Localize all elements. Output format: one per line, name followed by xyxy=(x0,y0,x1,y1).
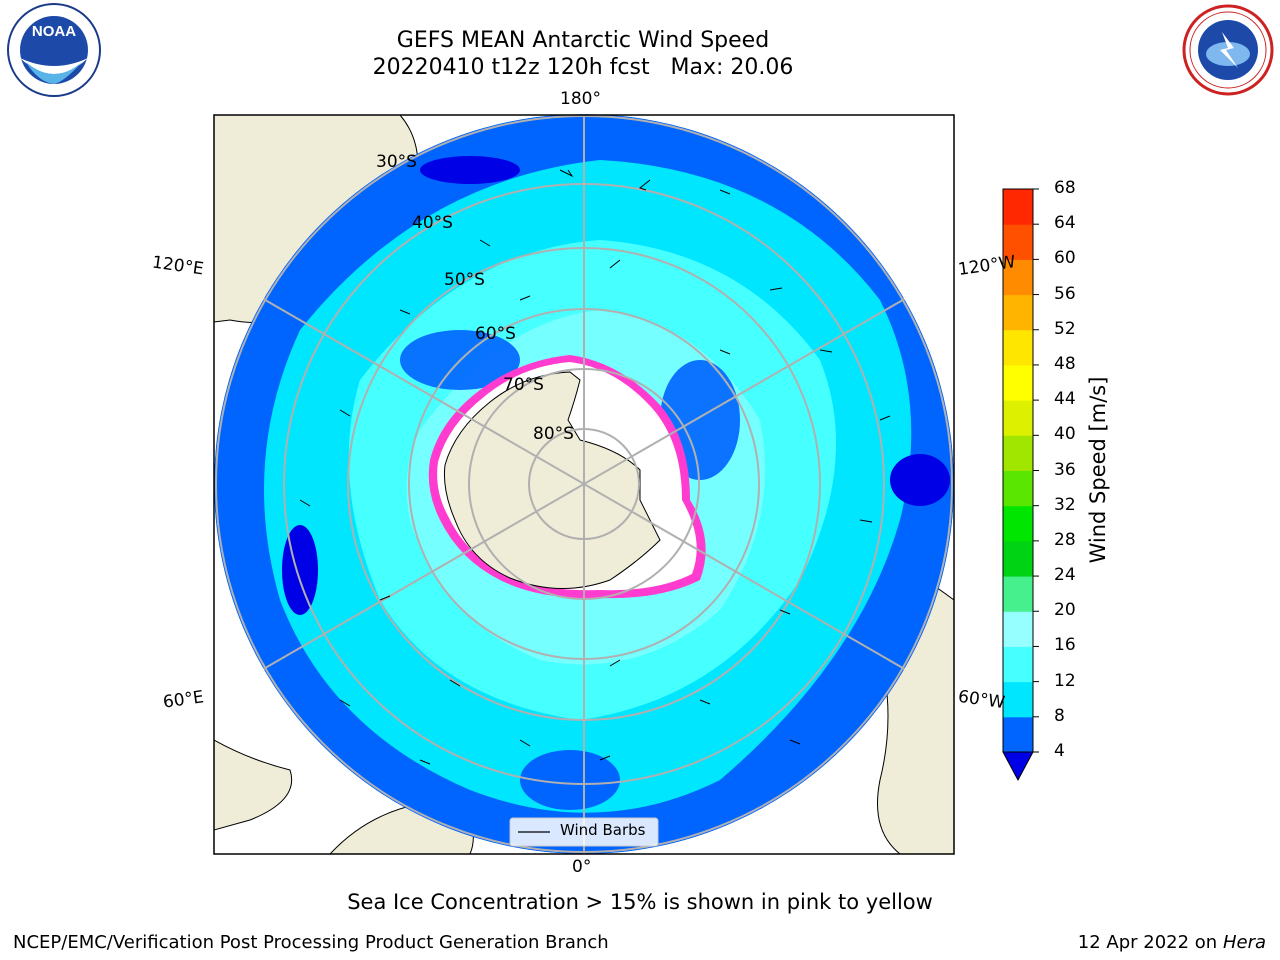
footer-branch: NCEP/EMC/Verification Post Processing Pr… xyxy=(13,932,609,953)
chart-subtitle: 20220410 t12z 120h fcst Max: 20.06 xyxy=(372,55,794,80)
colorbar-band xyxy=(1003,646,1033,683)
colorbar-band xyxy=(1003,329,1033,366)
colorbar xyxy=(1002,188,1039,782)
colorbar-tick-label: 16 xyxy=(1054,635,1076,656)
lat-label-60s: 60°S xyxy=(475,324,516,344)
colorbar-band xyxy=(1003,364,1033,401)
lat-label-70s: 70°S xyxy=(503,375,544,395)
colorbar-band xyxy=(1003,294,1033,331)
colorbar-band xyxy=(1003,400,1033,436)
lat-label-80s: 80°S xyxy=(533,424,574,444)
footer-machine: Hera xyxy=(1222,932,1266,953)
colorbar-tick-label: 48 xyxy=(1054,353,1076,374)
colorbar-tick-label: 4 xyxy=(1054,741,1065,761)
colorbar-tick-label: 8 xyxy=(1054,705,1065,726)
colorbar-tick-label: 64 xyxy=(1054,213,1076,234)
colorbar-band xyxy=(1003,505,1033,542)
lon-label-0: 0° xyxy=(572,857,592,877)
colorbar-band xyxy=(1003,224,1033,260)
lat-label-40s: 40°S xyxy=(412,213,453,233)
colorbar-tick-label: 36 xyxy=(1054,459,1076,480)
colorbar-tick-label: 40 xyxy=(1054,424,1076,445)
noaa-logo-text: NOAA xyxy=(32,23,76,40)
colorbar-band xyxy=(1003,540,1033,577)
colorbar-band xyxy=(1003,576,1033,612)
colorbar-tick-label: 60 xyxy=(1054,248,1076,269)
colorbar-tick-label: 28 xyxy=(1054,529,1076,550)
colorbar-band xyxy=(1003,189,1033,225)
colorbar-band xyxy=(1003,681,1033,718)
colorbar-tick-label: 44 xyxy=(1054,389,1076,410)
colorbar-tick-label: 20 xyxy=(1054,600,1076,621)
colorbar-band xyxy=(1003,435,1033,471)
lat-label-50s: 50°S xyxy=(444,270,485,290)
colorbar-band xyxy=(1003,470,1033,507)
lat-label-30s: 30°S xyxy=(376,152,417,172)
chart-title: GEFS MEAN Antarctic Wind Speed xyxy=(396,28,770,53)
sea-ice-note: Sea Ice Concentration > 15% is shown in … xyxy=(347,890,933,914)
footer-date: 12 Apr 2022 on Hera xyxy=(1078,932,1266,953)
colorbar-tick-label: 52 xyxy=(1054,318,1076,339)
lon-label-180: 180° xyxy=(560,89,601,109)
legend-label: Wind Barbs xyxy=(560,821,646,839)
colorbar-tick-label: 32 xyxy=(1054,494,1076,515)
colorbar-title: Wind Speed [m/s] xyxy=(1086,376,1110,564)
footer-date-text: 12 Apr 2022 on xyxy=(1077,932,1223,953)
colorbar-band xyxy=(1003,716,1033,753)
wind-speed-field xyxy=(214,114,954,854)
colorbar-tick-label: 24 xyxy=(1054,565,1076,586)
colorbar-tick-label: 68 xyxy=(1054,178,1076,198)
noaa-logo: NOAA xyxy=(7,3,101,97)
colorbar-tick-label: 12 xyxy=(1054,670,1076,691)
colorbar-band xyxy=(1003,611,1033,647)
nws-logo xyxy=(1182,4,1274,96)
map-legend xyxy=(509,817,659,847)
colorbar-band xyxy=(1003,259,1033,296)
colorbar-tick-label: 56 xyxy=(1054,283,1076,304)
